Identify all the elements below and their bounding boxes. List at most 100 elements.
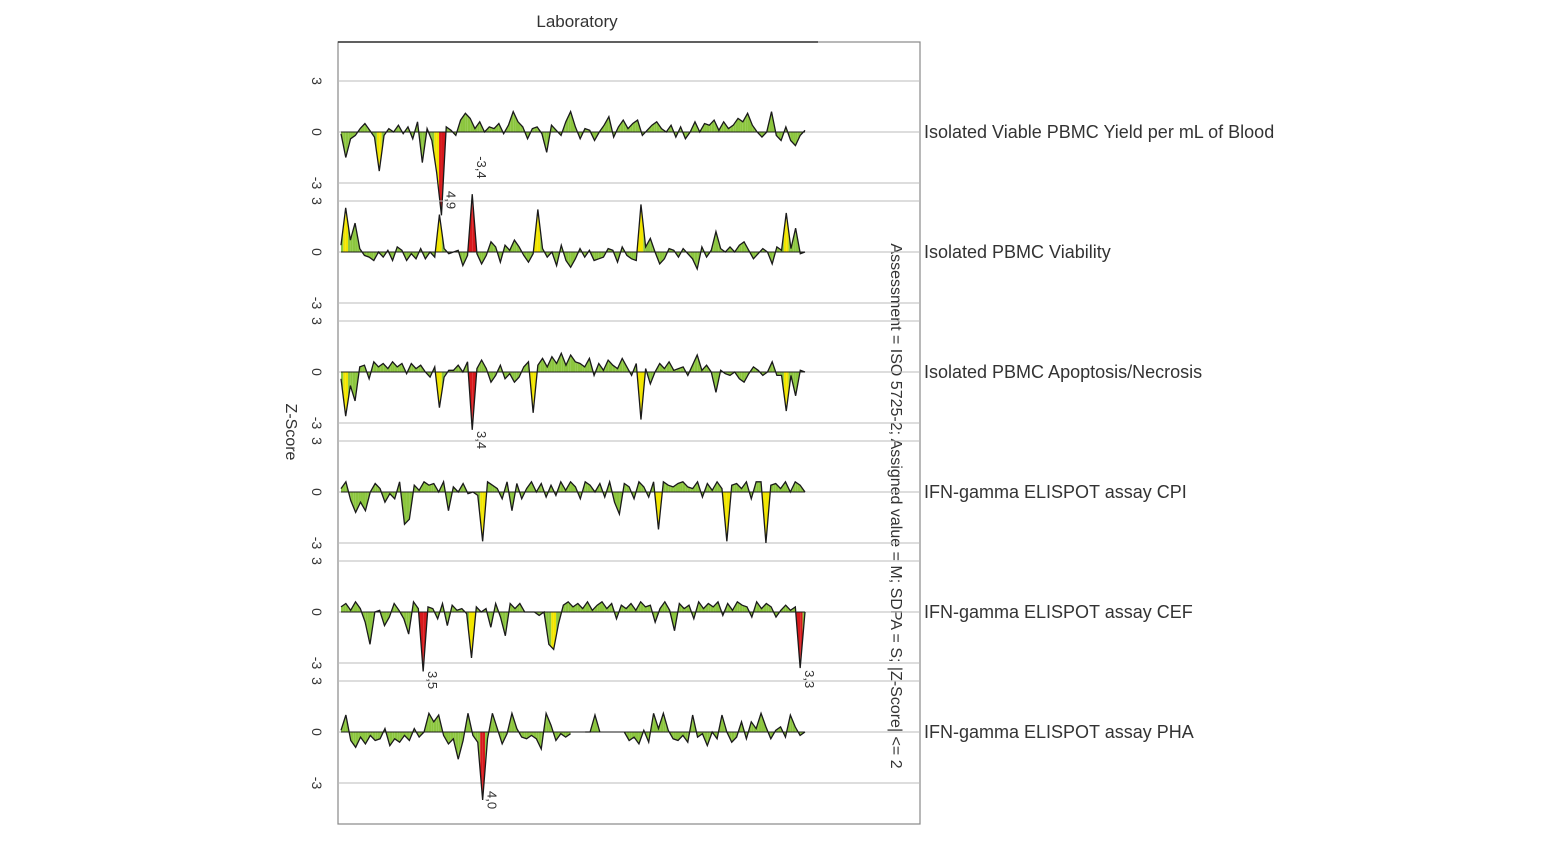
area-segment [521,252,524,256]
area-segment [753,252,756,259]
area-segment [596,252,599,260]
area-segment [379,132,382,172]
area-segment [715,231,719,252]
area-segment [380,363,384,372]
area-segment [521,732,525,738]
area-segment [783,372,787,412]
area-segment [570,355,573,372]
area-segment [783,481,786,492]
area-segment [713,231,716,252]
area-segment [678,252,682,258]
y-tick-label: -3 [309,657,325,670]
area-segment [790,715,793,732]
area-segment [570,604,573,612]
area-segment [784,126,786,132]
area-segment [585,481,588,492]
area-segment [343,132,346,158]
area-segment [742,605,745,612]
area-segment [753,601,757,612]
area-segment [638,601,641,612]
area-segment [685,372,688,376]
area-segment [563,603,566,612]
area-segment [615,366,618,372]
area-segment [665,483,669,492]
series-line [340,600,806,672]
area-segment [375,732,378,741]
area-segment [455,365,459,372]
area-segment [744,372,747,383]
area-segment [350,231,353,252]
area-segment [362,252,365,256]
area-segment [717,732,719,739]
area-segment [601,252,604,258]
area-segment [556,358,559,372]
area-segment [680,126,683,132]
area-segment [734,601,738,612]
area-segment [618,123,621,132]
value-annotation: 3,5 [425,671,440,689]
area-segment [739,603,743,612]
area-segment [470,118,473,132]
area-segment [697,355,700,372]
y-tick-label: 3 [309,437,325,445]
area-segment [704,252,707,258]
area-segment [477,121,480,132]
area-segment [437,612,440,619]
area-segment [489,483,493,492]
area-segment [533,372,538,413]
area-segment [371,252,374,261]
area-segment [455,732,459,760]
panel-label: IFN-gamma ELISPOT assay CEF [924,602,1193,622]
area-segment [727,603,731,612]
area-segment [377,732,381,740]
area-segment [721,121,724,132]
area-segment [704,123,707,132]
area-segment [415,366,419,372]
area-segment [399,732,403,743]
y-tick-label: -3 [309,777,325,790]
panel-label: Isolated PBMC Apoptosis/Necrosis [924,362,1202,382]
area-segment [692,252,695,264]
value-annotation: 4,9 [443,191,458,209]
area-segment [580,363,583,372]
area-segment [345,132,349,158]
area-segment [631,603,634,612]
area-segment [780,726,784,732]
area-segment [421,481,425,492]
area-segment [505,245,508,252]
area-segment [406,612,409,635]
area-segment [622,246,626,252]
y-tick-label: 3 [309,677,325,685]
area-segment [594,252,597,261]
y-tick-label: 0 [309,608,325,616]
area-segment [685,732,688,743]
area-segment [462,252,466,266]
y-tick-label: 0 [309,488,325,496]
area-segment [623,120,626,132]
area-segment [786,212,789,252]
y-tick-label: 0 [309,248,325,256]
area-segment [704,732,708,746]
area-segment [343,481,346,492]
area-segment [422,132,427,163]
area-segment [544,612,547,629]
area-segment [536,732,539,744]
value-annotation: 3,3 [802,670,817,688]
area-segment [494,486,498,492]
area-segment [663,713,666,732]
area-segment [343,603,346,612]
area-segment [404,126,408,132]
area-segment [365,732,368,744]
area-segment [553,612,557,650]
area-segment [343,207,346,252]
area-segment [516,243,520,252]
area-segment [664,601,668,612]
area-segment [695,481,698,492]
area-segment [748,721,752,732]
value-annotation: -3,4 [474,156,489,178]
area-segment [700,492,703,498]
area-segment [604,120,607,132]
area-segment [654,121,657,132]
area-segment [786,372,789,412]
area-segment [434,132,437,173]
